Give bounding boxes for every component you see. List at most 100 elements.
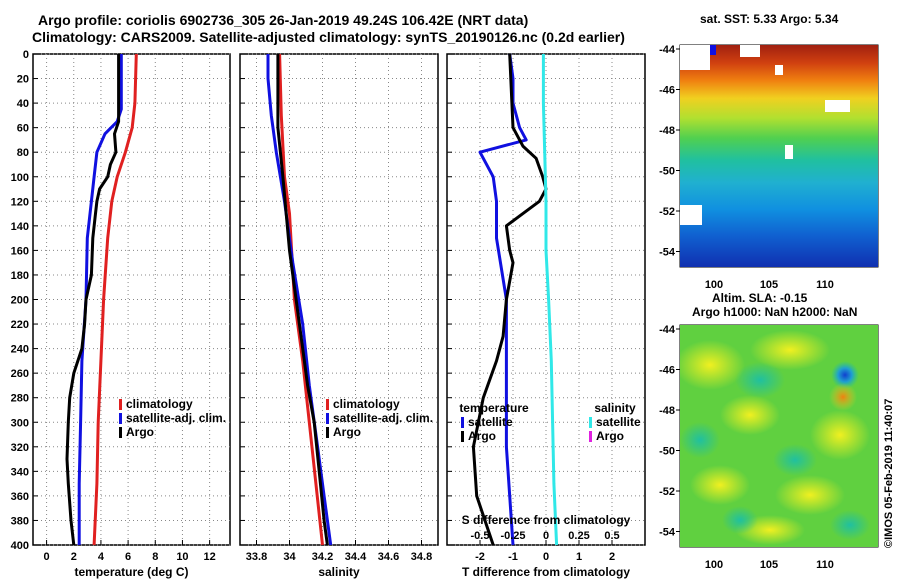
map-y-tick-label: -48 [659,125,675,137]
x-tick-label: 33.8 [246,551,267,563]
sla-title-line-1: Altim. SLA: -0.15 [712,291,808,305]
legend-title-salinity: salinity [594,401,636,415]
timestamp-watermark: ©IMOS 05-Feb-2019 11:40:07 [883,398,895,548]
x-tick-label: 4 [98,551,105,563]
series-line-salinity-satellite [541,54,559,546]
x-axis-label: T difference from climatology [462,565,630,579]
map-y-tick-label: -48 [659,405,675,417]
y-tick-label: 340 [11,466,29,478]
series-line-temperature-satellite [478,53,528,546]
y-tick-label: 160 [11,245,29,257]
y-tick-label: 240 [11,344,29,356]
legend-label: satellite-adj. clim. [126,411,226,425]
series-line-argo [276,54,329,546]
y-tick-label: 320 [11,442,29,454]
legend-swatch [326,413,329,424]
series-line-climatology [278,53,324,546]
secondary-tick-label: 0.5 [604,530,619,542]
x-axis-label: salinity [318,565,360,579]
x-tick-label: 34.6 [378,551,399,563]
x-tick-label: 12 [203,551,215,563]
legend-label: satellite [468,415,513,429]
y-tick-label: 80 [17,147,29,159]
map-y-tick-label: -50 [659,166,675,178]
x-tick-label: -2 [475,551,485,563]
y-tick-label: 280 [11,393,29,405]
x-tick-label: 8 [152,551,158,563]
map-y-tick-label: -46 [659,85,675,97]
y-tick-label: 360 [11,491,29,503]
legend-swatch [326,427,329,438]
secondary-tick-label: 0 [543,530,549,542]
x-tick-label: 1 [576,551,582,563]
x-tick-label: 2 [609,551,615,563]
map-y-tick-label: -44 [659,324,676,336]
y-tick-label: 200 [11,295,29,307]
y-tick-label: 20 [17,74,29,86]
sst-map [680,45,878,267]
map-y-tick-label: -52 [659,486,675,498]
legend-swatch [119,427,122,438]
x-axis-label: temperature (deg C) [74,565,188,579]
legend-swatch [589,417,592,428]
map-y-tick-label: -52 [659,206,675,218]
legend-swatch [119,399,122,410]
y-tick-label: 0 [23,49,29,61]
x-tick-label: 0 [543,551,549,563]
legend-label: satellite-adj. clim. [333,411,433,425]
x-tick-label: -1 [508,551,518,563]
sst-title: sat. SST: 5.33 Argo: 5.34 [700,12,839,26]
secondary-axis-label: S difference from climatology [462,513,631,527]
map-y-tick-label: -46 [659,365,675,377]
legend-label: satellite [596,415,641,429]
legend-label: Argo [333,425,361,439]
series-line-temperature-argo [471,53,548,546]
map-y-tick-label: -54 [659,247,676,259]
x-tick-label: 2 [71,551,77,563]
y-tick-label: 220 [11,319,29,331]
secondary-tick-label: -0.5 [471,530,490,542]
map-y-tick-label: -44 [659,44,676,56]
legend-swatch [461,417,464,428]
map-x-tick-label: 105 [760,559,778,571]
x-tick-label: 34.2 [312,551,333,563]
secondary-tick-label: 0.25 [568,530,589,542]
x-tick-label: 6 [125,551,131,563]
title-line-1: Argo profile: coriolis 6902736_305 26-Ja… [38,12,529,28]
map-y-tick-label: -50 [659,446,675,458]
x-tick-label: 34 [283,551,296,563]
y-tick-label: 40 [17,98,29,110]
legend-label: climatology [333,397,400,411]
y-tick-label: 120 [11,196,29,208]
map-x-tick-label: 110 [816,279,834,291]
y-tick-label: 180 [11,270,29,282]
sla-title-line-2: Argo h1000: NaN h2000: NaN [692,305,858,319]
secondary-tick-label: -0.25 [500,530,525,542]
map-x-tick-label: 100 [705,279,723,291]
sla-map [680,325,878,547]
x-tick-label: 10 [176,551,188,563]
y-tick-label: 260 [11,368,29,380]
map-x-tick-label: 100 [705,559,723,571]
legend-swatch [461,431,464,442]
legend-title-temperature: temperature [459,401,529,415]
legend-label: climatology [126,397,193,411]
x-tick-label: 34.4 [345,551,367,563]
legend-swatch [326,399,329,410]
y-tick-label: 60 [17,123,29,135]
map-x-tick-label: 110 [816,559,834,571]
x-tick-label: 0 [44,551,50,563]
map-x-tick-label: 105 [760,279,778,291]
title-line-2: Climatology: CARS2009. Satellite-adjuste… [32,29,625,45]
series-line-climatology [92,53,138,546]
legend-label: Argo [126,425,154,439]
x-tick-label: 34.8 [411,551,432,563]
y-tick-label: 300 [11,417,29,429]
series-line-argo [65,54,121,546]
y-tick-label: 380 [11,515,29,527]
legend-swatch [589,431,592,442]
series-line-satellite-adj-clim- [77,54,123,545]
legend-label: Argo [596,429,624,443]
legend-swatch [119,413,122,424]
map-y-tick-label: -54 [659,527,676,539]
